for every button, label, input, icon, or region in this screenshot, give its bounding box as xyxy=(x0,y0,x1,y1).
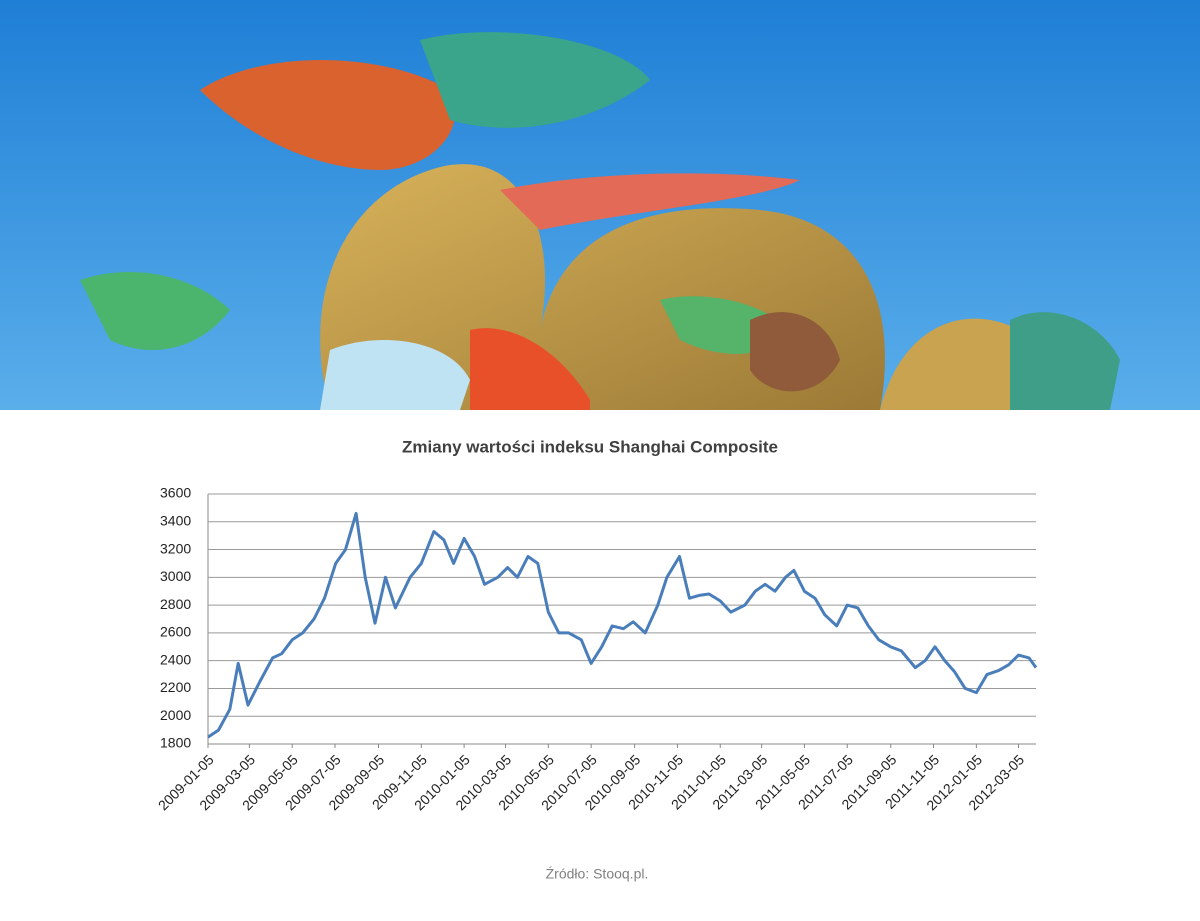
y-tick-label: 3600 xyxy=(160,485,191,501)
y-tick-label: 3200 xyxy=(160,540,191,556)
y-tick-label: 2000 xyxy=(160,707,191,723)
header-image xyxy=(0,0,1200,410)
data-line xyxy=(207,511,1038,739)
y-tick-label: 3000 xyxy=(160,568,191,584)
chart-title: Zmiany wartości indeksu Shanghai Composi… xyxy=(402,437,778,456)
y-tick-label: 2600 xyxy=(160,624,191,640)
y-tick-label: 2200 xyxy=(160,679,191,695)
y-tick-label: 2400 xyxy=(160,651,191,667)
y-tick-label: 1800 xyxy=(160,735,191,751)
source-note: Źródło: Stooq.pl. xyxy=(546,866,649,882)
y-tick-label: 2800 xyxy=(160,596,191,612)
y-tick-label: 3400 xyxy=(160,512,191,528)
